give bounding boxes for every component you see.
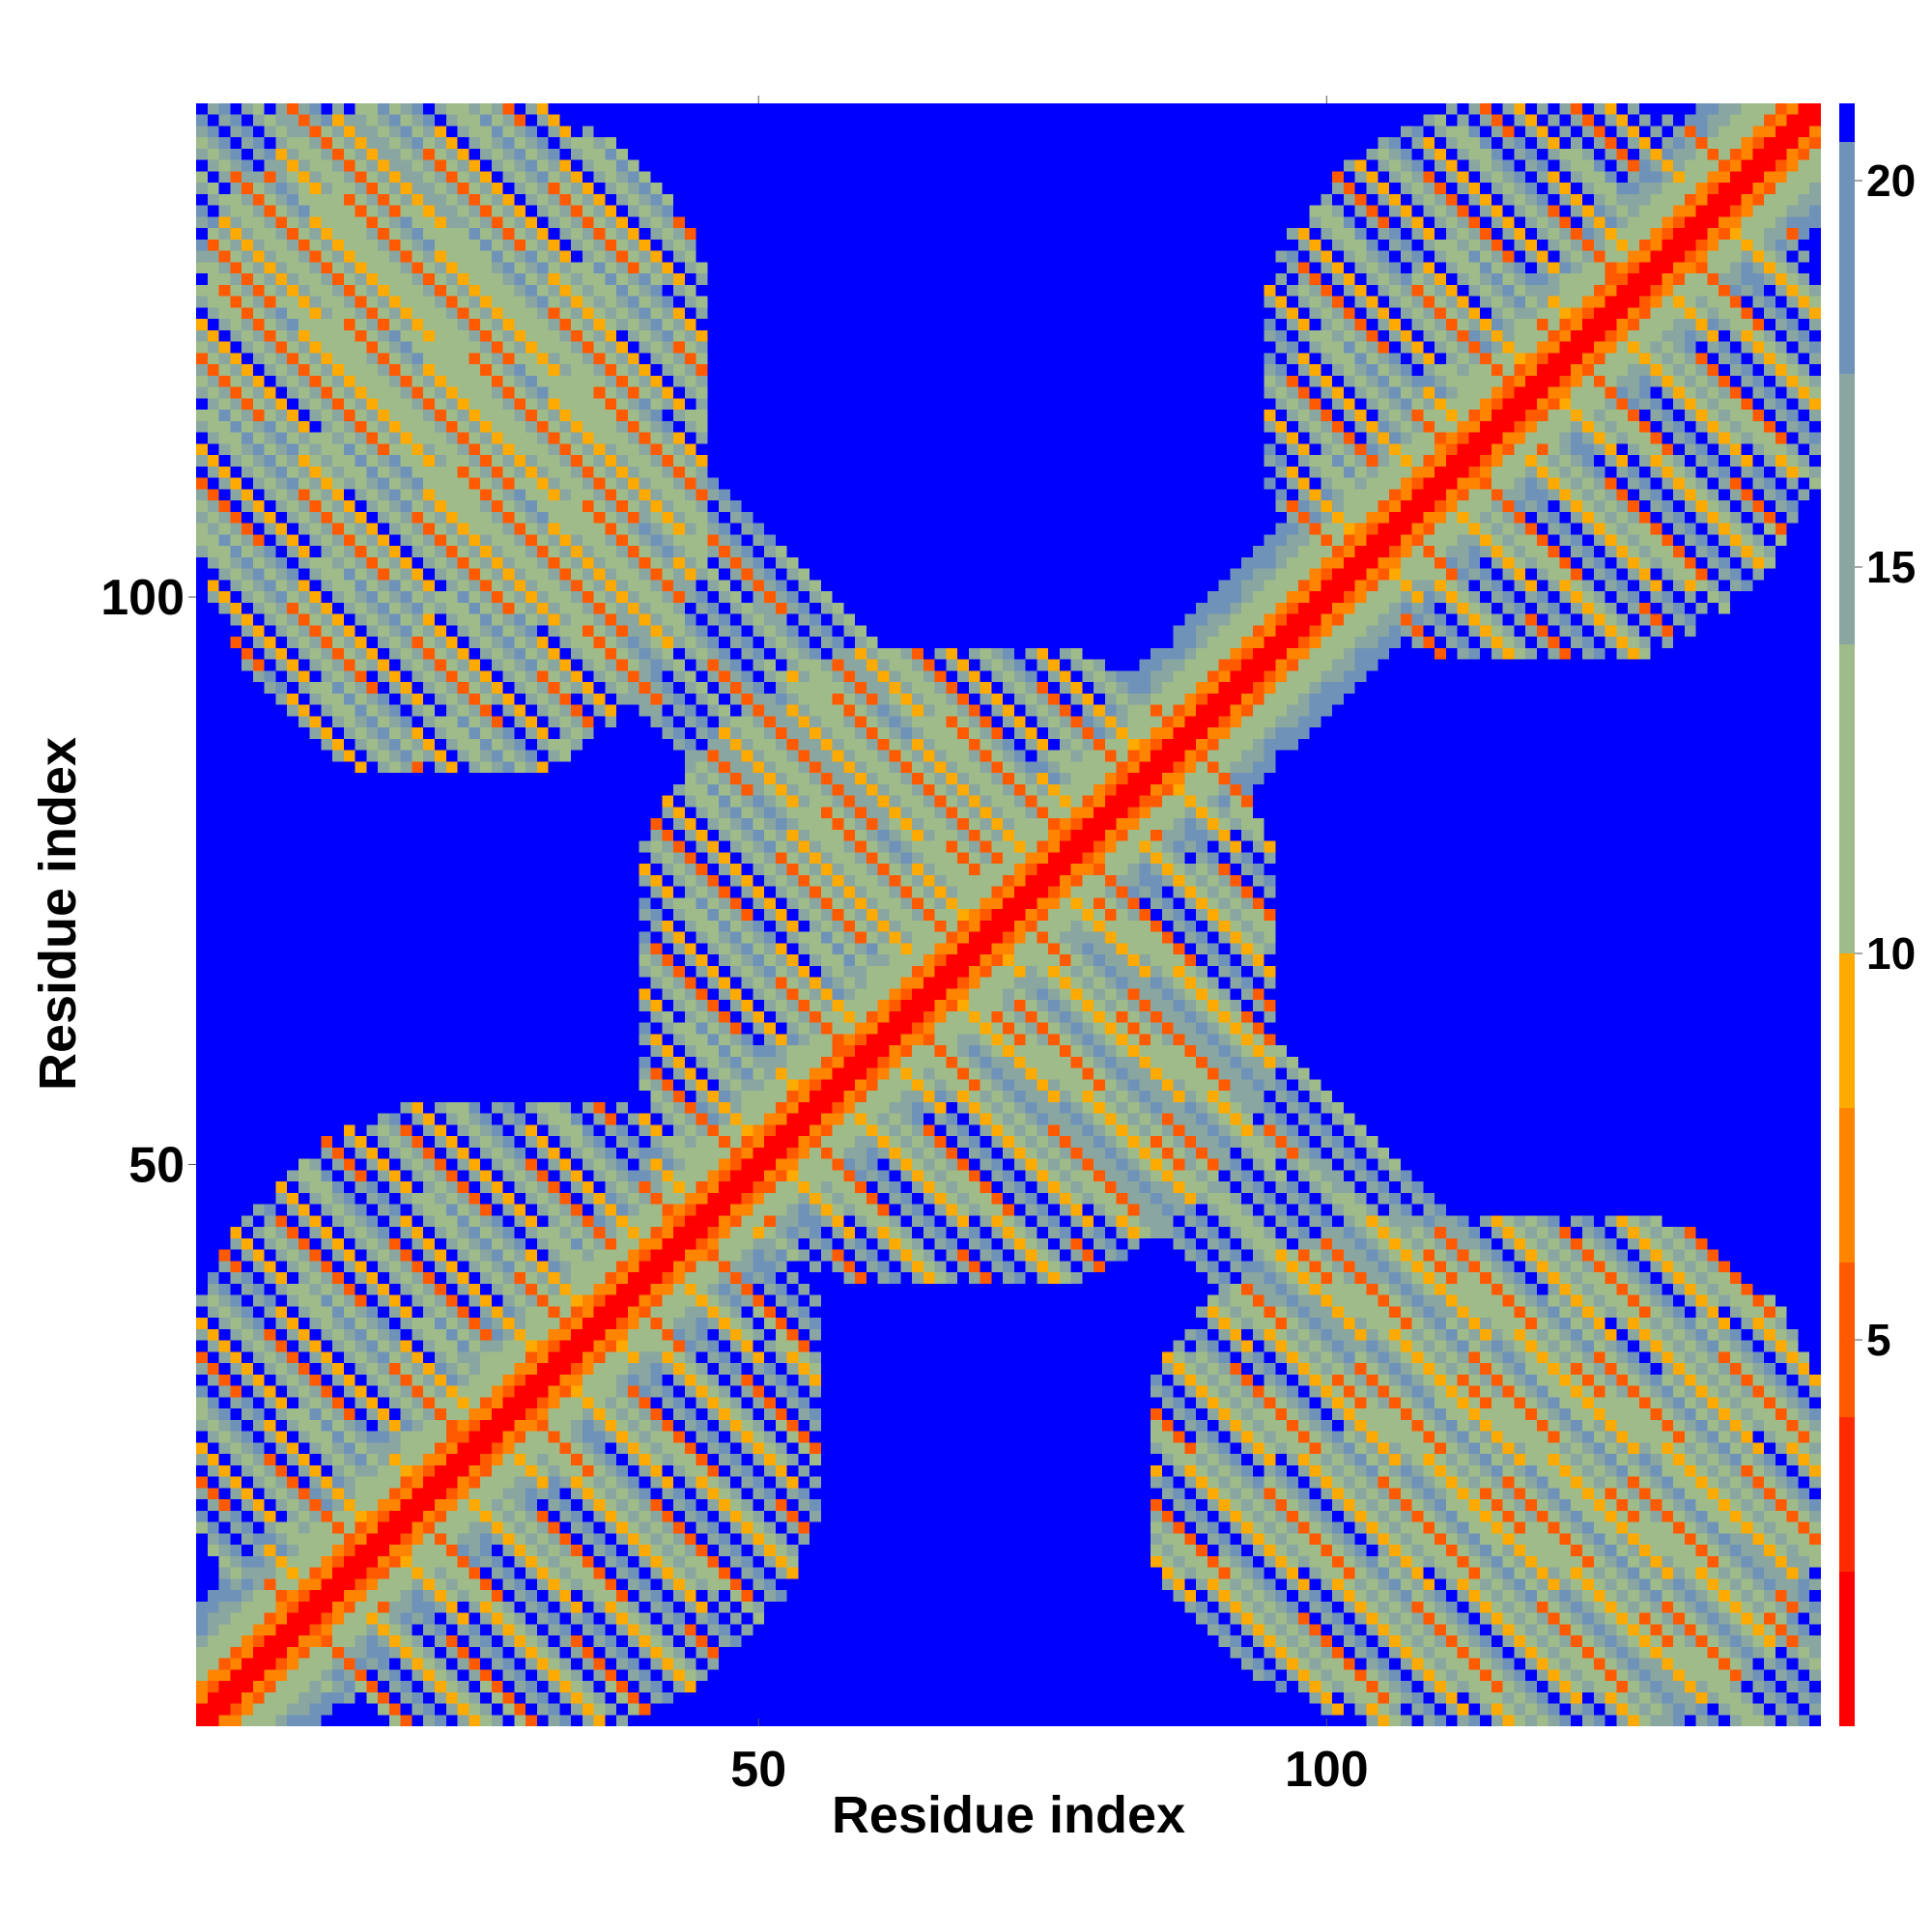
colorbar-tick-label: 20 <box>1866 156 1916 206</box>
y-axis-ticks: 50 100 <box>100 570 196 1193</box>
x-tick-label: 100 <box>1285 1742 1369 1798</box>
x-axis-ticks: 50 100 <box>730 96 1369 1798</box>
y-axis-title: Residue index <box>29 737 87 1091</box>
colorbar-segment <box>1839 953 1855 1108</box>
x-tick-label: 50 <box>730 1742 786 1798</box>
colorbar-segment <box>1839 1417 1855 1572</box>
heatmap-cells <box>196 103 1821 1726</box>
colorbar-segment <box>1839 1263 1855 1417</box>
colorbar-tick-label: 15 <box>1866 542 1916 592</box>
colorbar-tick-label: 10 <box>1866 928 1916 979</box>
colorbar-tick-label: 5 <box>1866 1315 1891 1365</box>
x-axis-title: Residue index <box>832 1786 1185 1844</box>
colorbar-segment <box>1839 644 1855 953</box>
y-tick-label: 50 <box>128 1137 185 1193</box>
colorbar-segment <box>1839 1108 1855 1263</box>
colorbar-segment <box>1839 142 1855 374</box>
colorbar-segment <box>1839 374 1855 644</box>
colorbar-segment <box>1839 103 1855 142</box>
y-tick-label: 100 <box>100 570 185 626</box>
colorbar-segment <box>1839 1572 1855 1726</box>
colorbar: 5 10 15 20 <box>1839 103 1916 1726</box>
